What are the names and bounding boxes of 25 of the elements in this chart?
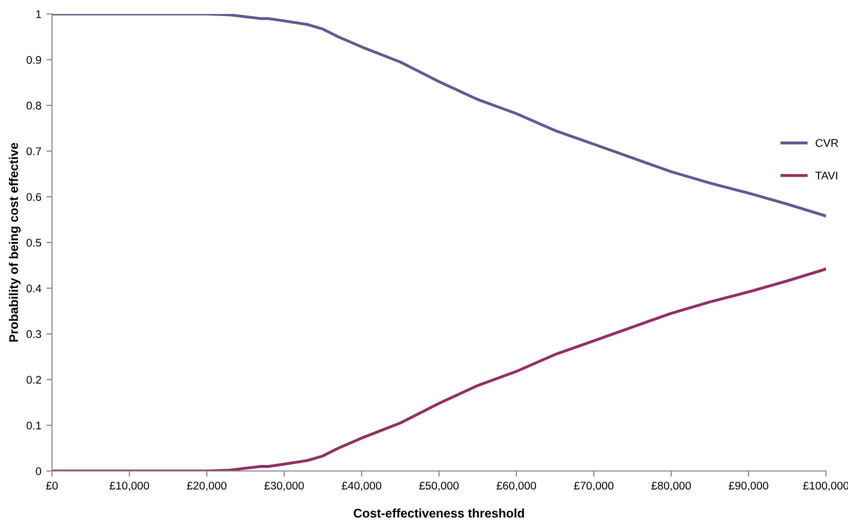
x-tick-label: £80,000 [651, 482, 691, 491]
x-axis-title: Cost-effectiveness threshold [354, 508, 524, 518]
y-tick-label: 0.3 [26, 330, 42, 338]
x-tick-label: £60,000 [496, 482, 536, 491]
y-tick-label: 0.5 [26, 238, 42, 247]
y-tick-label: 0.8 [26, 102, 42, 110]
y-axis-title: Probability of being cost effective [8, 142, 21, 342]
y-tick-label: 0.7 [26, 147, 42, 156]
x-tick-label: £70,000 [574, 482, 614, 491]
x-tick-label: £40,000 [342, 482, 382, 491]
y-tick-label: 1 [36, 10, 42, 18]
y-tick-label: 0.2 [26, 376, 42, 384]
y-tick-label: 0.4 [26, 284, 42, 292]
y-tick-label: 0 [36, 467, 42, 476]
y-tick-label: 0.6 [26, 193, 42, 201]
x-tick-label: £20,000 [187, 482, 226, 491]
legend-label: TAVI [815, 172, 838, 180]
x-tick-label: £0 [46, 482, 58, 490]
y-tick-label: 0.9 [26, 56, 42, 64]
y-tick-label: 0.1 [26, 422, 42, 430]
x-tick-label: £50,000 [419, 482, 459, 491]
x-tick-label: £30,000 [264, 482, 304, 491]
legend-label: CVR [816, 139, 838, 147]
x-tick-label: £90,000 [728, 482, 768, 491]
x-tick-label: £10,000 [110, 482, 150, 491]
